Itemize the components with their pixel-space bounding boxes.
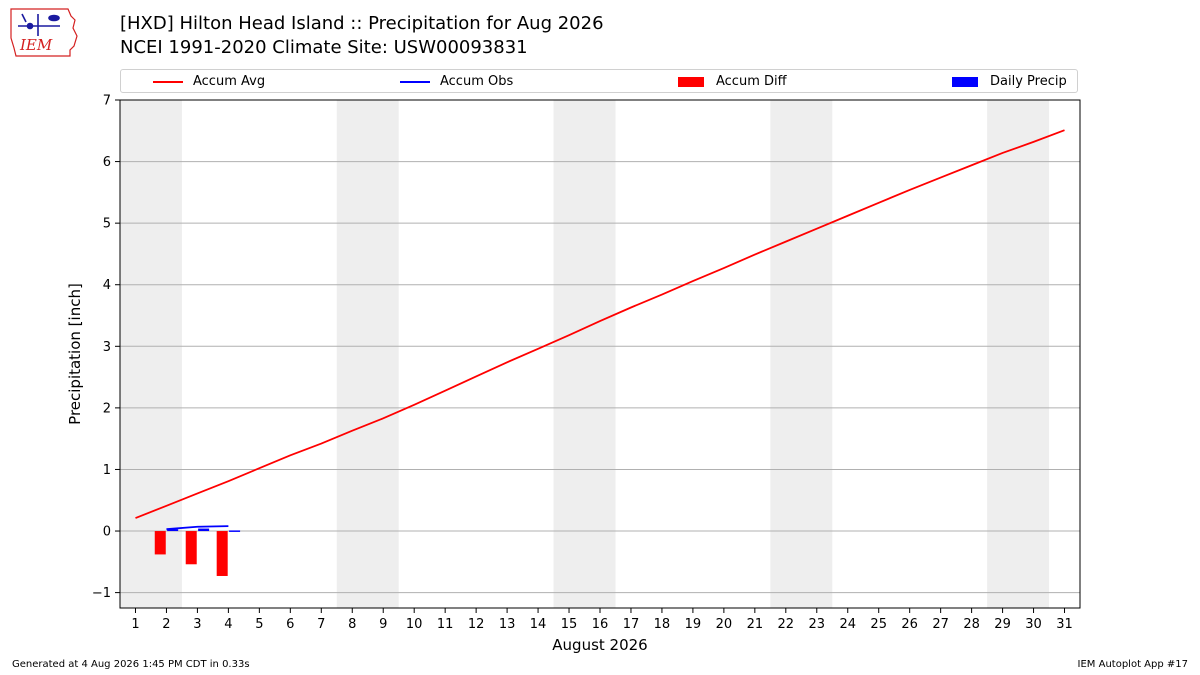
legend-item-accum-diff: Accum Diff [678,74,787,90]
y-tick-label: 0 [103,525,111,540]
x-tick-label: 25 [870,617,887,632]
x-tick-label: 4 [224,617,232,632]
y-gridlines [120,99,1080,594]
x-tick-label: 26 [901,617,918,632]
bar-marks [154,528,241,576]
legend-label-accum-diff: Accum Diff [716,74,787,89]
iowa-outline-icon [10,8,78,57]
legend-swatch-daily-precip [952,76,978,87]
y-tick-label: 3 [103,340,111,355]
x-tick-label: 21 [747,617,764,632]
weekend-bands [120,100,1050,608]
x-tick-label: 28 [963,617,980,632]
x-tick-label: 27 [932,617,949,632]
legend-swatch-accum-diff [678,76,704,87]
line-accum-avg [135,129,1065,519]
y-tick-label: 6 [103,155,111,170]
app-id: IEM Autoplot App #17 [1077,659,1188,670]
legend-label-daily-precip: Daily Precip [990,74,1067,89]
weekend-band-4 [987,100,1050,608]
legend-swatch-accum-obs [400,80,430,83]
legend-swatch-accum-avg [153,80,183,83]
weekend-band-3 [770,100,833,608]
x-tick-label: 10 [406,617,423,632]
bar-accum-diff [216,531,228,576]
legend-item-accum-avg: Accum Avg [153,74,265,90]
x-tick-label: 24 [839,617,856,632]
bar-daily-precip [229,530,241,532]
y-tick-label: 2 [103,401,111,416]
x-tick-label: 30 [1025,617,1042,632]
bar-daily-precip [167,529,179,532]
x-tick-label: 2 [162,617,170,632]
x-tick-label: 9 [379,617,387,632]
x-tick-label: 3 [193,617,201,632]
line-accum-obs [166,525,229,531]
x-tick-label: 15 [561,617,578,632]
y-tick-label: 4 [103,278,111,293]
generated-timestamp: Generated at 4 Aug 2026 1:45 PM CDT in 0… [12,659,250,670]
chart-title-block: [HXD] Hilton Head Island :: Precipitatio… [120,12,604,60]
weekend-band-2 [553,100,616,608]
x-tick-label: 22 [778,617,795,632]
bar-accum-diff [154,531,166,555]
x-tick-label: 29 [994,617,1011,632]
weekend-band-0 [120,100,182,608]
x-tick-label: 31 [1056,617,1073,632]
legend-label-accum-obs: Accum Obs [440,74,514,89]
y-axis-label: Precipitation [inch] [66,283,84,425]
iem-logo: IEM [10,8,78,57]
x-tick-label: 14 [530,617,547,632]
x-axis-label: August 2026 [552,636,647,654]
line-marks [135,129,1065,531]
x-tick-label: 23 [809,617,826,632]
bar-accum-diff [185,531,197,565]
bar-daily-precip [198,528,210,532]
y-tick-label: −1 [92,586,111,601]
y-tick-label: 7 [103,94,111,109]
chart-title: [HXD] Hilton Head Island :: Precipitatio… [120,13,604,34]
x-tick-label: 8 [348,617,356,632]
x-tick-label: 7 [317,617,325,632]
legend: Accum Avg Accum Obs Accum Diff Daily Pre… [120,69,1078,93]
x-tick-label: 17 [623,617,640,632]
x-tick-label: 19 [685,617,702,632]
legend-item-daily-precip: Daily Precip [952,74,1067,90]
axis-ticks: 1 2 3 4 5 6 7 8 9 10 11 12 13 14 15 16 17 18 19 20 21 22 23 24 2… [92,94,1073,633]
weather-station-icon [18,13,60,36]
y-tick-label: 5 [103,217,111,232]
x-tick-label: 11 [437,617,454,632]
y-tick-label: 1 [103,463,111,478]
x-tick-label: 16 [592,617,609,632]
x-tick-label: 13 [499,617,516,632]
weekend-band-1 [336,100,399,608]
x-tick-label: 18 [654,617,671,632]
x-tick-label: 6 [286,617,294,632]
logo-text: IEM [19,36,53,54]
x-tick-label: 5 [255,617,263,632]
x-tick-label: 12 [468,617,485,632]
x-tick-label: 1 [131,617,139,632]
legend-label-accum-avg: Accum Avg [193,74,266,89]
chart-subtitle: NCEI 1991-2020 Climate Site: USW00093831 [120,37,528,58]
x-tick-label: 20 [716,617,733,632]
legend-item-accum-obs: Accum Obs [400,74,513,90]
